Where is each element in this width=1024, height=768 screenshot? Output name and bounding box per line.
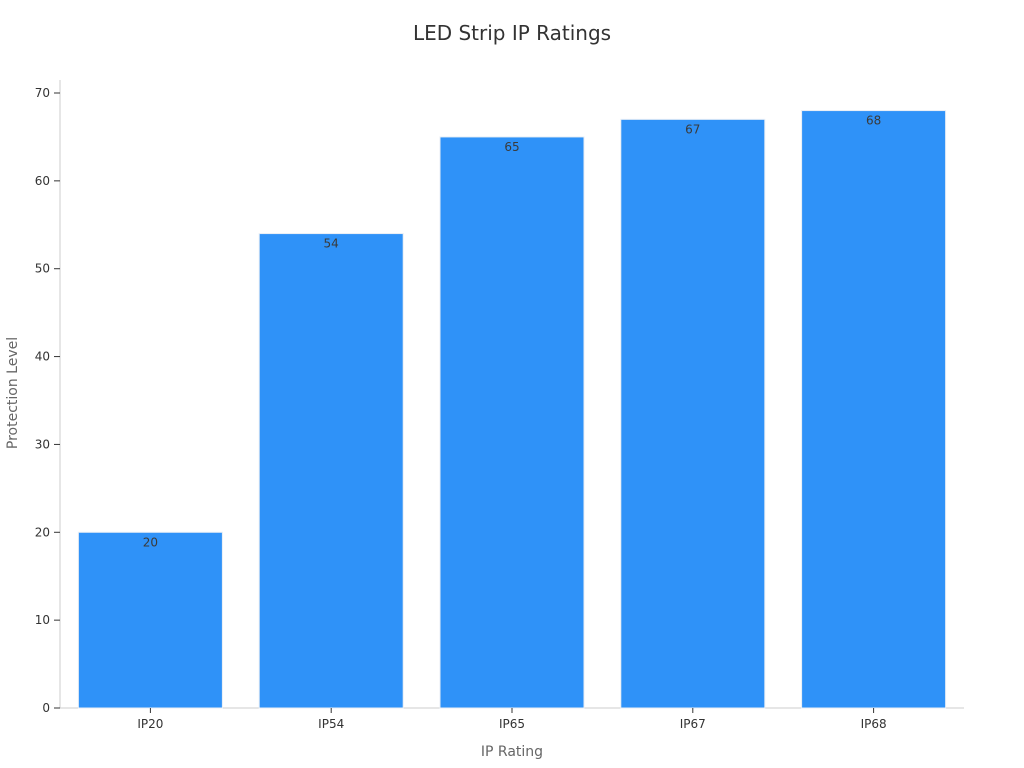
bars-group: 20 54 65 67 68 [77, 110, 947, 709]
bar-ip67 [620, 118, 766, 709]
bar-ip20 [77, 531, 223, 709]
x-tick-label-ip54: IP54 [318, 717, 344, 731]
y-tick-label: 50 [35, 262, 50, 276]
bar-ip54 [258, 233, 404, 709]
data-label-ip68: 68 [866, 114, 881, 128]
x-axis-label: IP Rating [481, 744, 543, 760]
y-axis-ticks: 0 10 20 30 40 50 60 70 [35, 86, 60, 715]
data-label-ip67: 67 [685, 122, 700, 136]
y-tick-label: 40 [35, 350, 50, 364]
x-tick-label-ip68: IP68 [861, 717, 887, 731]
bar-ip65 [439, 136, 585, 709]
chart-title: LED Strip IP Ratings [413, 21, 611, 45]
data-label-ip65: 65 [504, 140, 519, 154]
bar-ip68 [801, 110, 947, 709]
x-tick-label-ip20: IP20 [137, 717, 163, 731]
x-axis-ticks: IP20 IP54 IP65 IP67 IP68 [137, 708, 887, 731]
x-tick-label-ip65: IP65 [499, 717, 525, 731]
y-tick-label: 10 [35, 613, 50, 627]
data-label-ip54: 54 [324, 237, 339, 251]
y-tick-label: 60 [35, 174, 50, 188]
x-tick-label-ip67: IP67 [680, 717, 706, 731]
y-tick-label: 0 [42, 701, 50, 715]
y-axis-label: Protection Level [5, 337, 21, 449]
y-tick-label: 30 [35, 437, 50, 451]
data-label-ip20: 20 [143, 535, 158, 549]
y-tick-label: 70 [35, 86, 50, 100]
y-tick-label: 20 [35, 525, 50, 539]
